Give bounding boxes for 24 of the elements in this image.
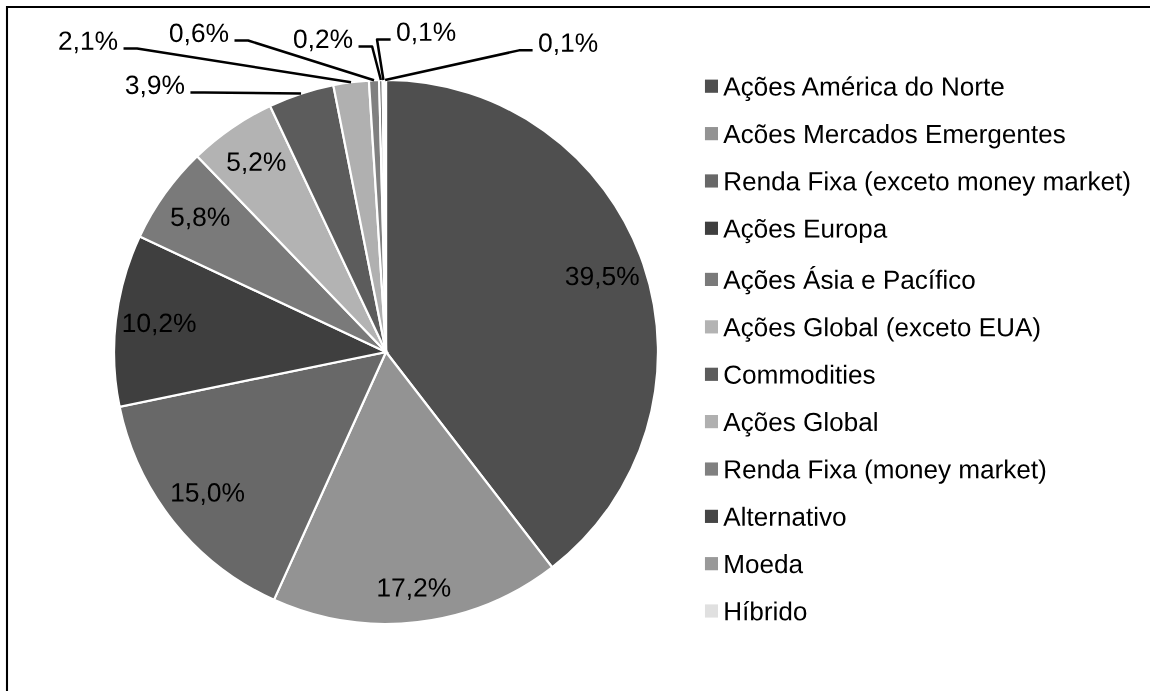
legend-label: Ações Ásia e Pacífico (723, 266, 975, 295)
data-label: 0,1% (539, 33, 598, 56)
legend-label: Moeda (725, 554, 804, 574)
data-label: 5,2% (227, 152, 286, 175)
legend-label: Ações Europa (723, 218, 888, 244)
legend-label: Ações América do Norte (723, 76, 1004, 102)
data-label: 17,2% (378, 578, 451, 600)
data-label: 0,6% (169, 23, 229, 46)
legend-label: Híbrido (725, 601, 807, 621)
legend-label: Ações Global (723, 412, 877, 437)
legend-label: Renda Fixa (exceto money market) (725, 171, 1130, 196)
data-label: 0,2% (293, 29, 353, 52)
legend-label: Ações Global (exceto EUA) (723, 317, 1040, 342)
data-label: 5,8% (171, 207, 230, 230)
legend-label: Alternativo (723, 506, 846, 526)
legend-label: Acões Mercados Emergentes (723, 124, 1065, 149)
data-label: 2,1% (59, 31, 118, 54)
legend-label: Commodities (724, 364, 875, 384)
data-label: 39,5% (565, 266, 639, 289)
data-label: 0,1% (397, 22, 456, 45)
data-label: 15,0% (172, 483, 245, 505)
data-label: 3,9% (125, 75, 185, 98)
data-label: 10,2% (123, 313, 196, 336)
legend-label: Renda Fixa (money market) (725, 459, 1046, 484)
